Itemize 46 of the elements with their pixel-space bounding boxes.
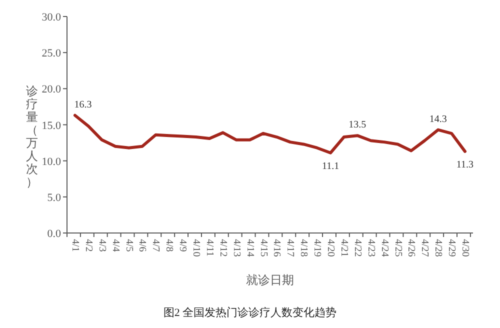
x-tick-label: 4/29 [446, 239, 458, 257]
x-tick-label: 4/23 [365, 239, 376, 257]
x-tick-label: 4/15 [258, 239, 269, 257]
x-tick-label: 4/27 [419, 239, 430, 257]
x-tick-label: 4/30 [460, 239, 470, 257]
y-tick-label: 30.0 [42, 12, 62, 24]
x-tick-label: 4/24 [378, 239, 390, 257]
data-label: 16.3 [74, 99, 92, 110]
x-tick-label: 4/10 [190, 239, 202, 257]
y-tick-label: 20.0 [42, 84, 62, 96]
y-tick-label: 15.0 [42, 120, 62, 132]
x-tick-label: 4/6 [136, 239, 148, 252]
data-label: 11.1 [322, 160, 340, 172]
y-tick-label: 25.0 [42, 48, 62, 60]
x-tick-label: 4/8 [164, 239, 175, 252]
x-tick-label: 4/18 [298, 239, 310, 257]
caption: 图2 全国发热门诊诊疗人数变化趋势 [163, 306, 337, 319]
x-tick-label: 4/2 [82, 239, 94, 252]
x-tick-label: 4/21 [338, 239, 350, 257]
x-tick-label: 4/3 [96, 239, 108, 252]
x-tick-label: 4/1 [70, 239, 80, 252]
x-tick-label: 4/17 [284, 239, 296, 257]
x-tick-label: 4/14 [244, 239, 256, 257]
data-label: 14.3 [429, 114, 447, 125]
x-tick-label: 4/4 [110, 239, 121, 252]
x-tick-label: 4/5 [123, 239, 134, 252]
x-tick-label: 4/20 [325, 239, 336, 257]
x-tick-label: 4/16 [271, 239, 282, 257]
y-tick-label: 0.0 [47, 228, 62, 240]
x-tick-label: 4/11 [204, 239, 215, 256]
y-tick-label: 5.0 [47, 192, 62, 204]
x-tick-label: 4/13 [230, 239, 242, 257]
x-tick-label: 4/25 [392, 239, 404, 257]
x-axis-title: 就诊日期 [246, 273, 294, 287]
data-label: 11.3 [456, 159, 474, 170]
x-tick-label: 4/12 [217, 239, 228, 257]
x-tick-label: 4/26 [406, 239, 417, 257]
line-series [74, 114, 466, 154]
x-tick-label: 4/9 [177, 239, 188, 252]
x-tick-label: 4/22 [352, 239, 363, 257]
y-axis-title: 诊疗量（万人次） [26, 84, 38, 189]
data-label: 13.5 [348, 120, 366, 131]
x-tick-label: 4/28 [432, 239, 444, 257]
y-tick-label: 10.0 [42, 156, 62, 168]
x-tick-label: 4/19 [312, 239, 323, 257]
x-tick-label: 4/7 [150, 239, 162, 252]
